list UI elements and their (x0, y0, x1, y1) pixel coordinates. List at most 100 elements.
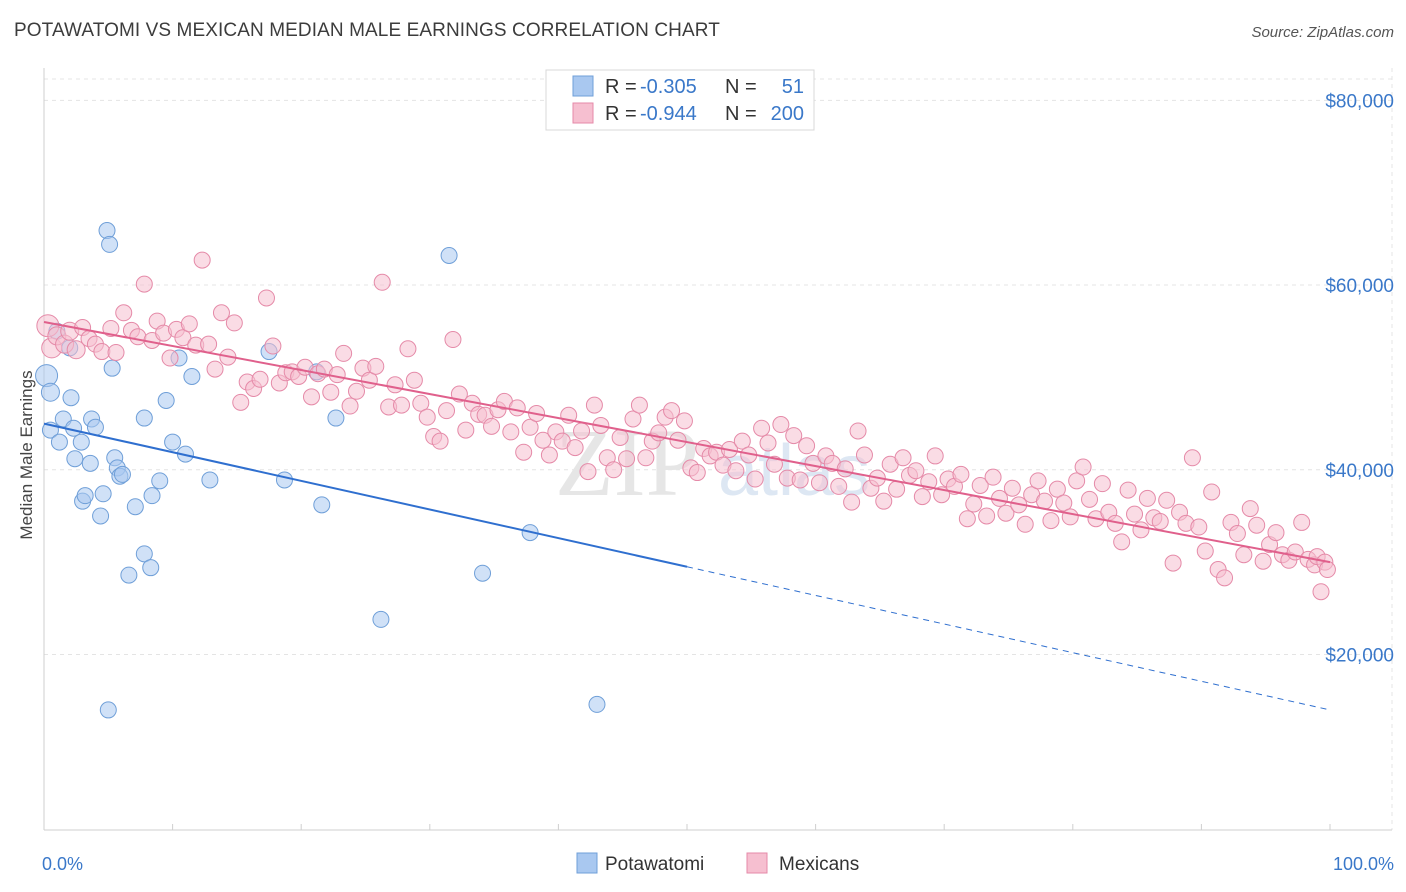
mexicans-point-171 (1138, 489, 1156, 507)
legend-swatch-1 (572, 102, 594, 124)
bottom-legend: Potawatomi Mexicans (576, 852, 859, 875)
mexicans-point-142 (952, 465, 970, 483)
mexicans-point-179 (1190, 518, 1208, 536)
legend-r-label-0: R = (605, 76, 637, 98)
mexicans-point-30 (232, 393, 250, 411)
mexicans-point-152 (1016, 515, 1034, 533)
potawatomi-point-0 (35, 364, 59, 388)
mexicans-point-56 (399, 340, 417, 358)
mexicans-point-107 (727, 462, 745, 480)
mexicans-point-124 (836, 460, 854, 478)
grid-lines (44, 68, 1393, 830)
mexicans-point-65 (457, 421, 475, 439)
mexicans-point-108 (733, 432, 751, 450)
mexicans-point-34 (257, 289, 275, 307)
potawatomi-point-44 (372, 610, 390, 628)
mexicans-point-147 (984, 468, 1002, 486)
mexicans-point-160 (1068, 472, 1086, 490)
potawatomi-point-43 (327, 409, 345, 427)
chart-title: POTAWATOMI VS MEXICAN MEDIAN MALE EARNIN… (14, 20, 720, 41)
mexicans-point-127 (855, 446, 873, 464)
mexicans-point-33 (251, 370, 269, 388)
mexicans-point-9 (93, 343, 111, 361)
mexicans-point-135 (907, 462, 925, 480)
mexicans-point-69 (483, 417, 501, 435)
potawatomi-point-20 (101, 235, 119, 253)
mexicans-point-97 (663, 402, 681, 420)
potawatomi-point-37 (183, 367, 201, 385)
mexicans-point-123 (830, 477, 848, 495)
potawatomi-point-13 (81, 454, 99, 472)
mexicans-point-130 (875, 492, 893, 510)
mexicans-point-118 (798, 437, 816, 455)
mexicans-point-78 (540, 446, 558, 464)
mexicans-point-51 (367, 357, 385, 375)
mexicans-point-12 (115, 304, 133, 322)
source-label: Source: ZipAtlas.com (1251, 24, 1394, 41)
mexicans-point-154 (1029, 472, 1047, 490)
potawatomi-point-29 (135, 545, 153, 563)
potawatomi-point-33 (157, 392, 175, 410)
potawatomi-point-7 (62, 389, 80, 407)
y-tick-label-3: $80,000 (1325, 91, 1394, 112)
mexicans-point-158 (1055, 494, 1073, 512)
mexicans-point-117 (791, 471, 809, 489)
potawatomi-point-1 (40, 382, 60, 402)
mexicans-point-178 (1183, 449, 1201, 467)
mexicans-point-185 (1228, 525, 1246, 543)
legend-r-label-1: R = (605, 103, 637, 125)
bottom-legend-label-0: Potawatomi (605, 854, 704, 875)
mexicans-point-25 (200, 335, 218, 353)
mexicans-point-5 (66, 340, 86, 360)
mexicans-point-73 (508, 399, 526, 417)
mexicans-point-48 (347, 382, 365, 400)
mexicans-point-181 (1203, 483, 1221, 501)
potawatomi-point-42 (313, 496, 331, 514)
legend-r-value-1: -0.944 (640, 103, 697, 125)
mexicans-points (36, 251, 1336, 601)
mexicans-point-112 (759, 434, 777, 452)
mexicans-point-174 (1158, 491, 1176, 509)
potawatomi-point-10 (72, 433, 90, 451)
mexicans-point-19 (161, 349, 179, 367)
mexicans-point-180 (1196, 542, 1214, 560)
mexicans-point-44 (322, 383, 340, 401)
mexicans-point-45 (328, 366, 346, 384)
y-tick-labels: $20,000 $40,000 $60,000 $80,000 (1325, 91, 1394, 666)
mexicans-point-120 (810, 474, 828, 492)
mexicans-point-157 (1048, 480, 1066, 498)
mexicans-point-74 (515, 443, 533, 461)
mexicans-point-169 (1126, 505, 1144, 523)
mexicans-point-188 (1248, 516, 1266, 534)
bottom-legend-swatch-1 (746, 852, 768, 874)
mexicans-point-72 (502, 423, 520, 441)
potawatomi-point-17 (94, 485, 112, 503)
mexicans-point-146 (978, 507, 996, 525)
mexicans-point-187 (1241, 500, 1259, 518)
x-tick-label-1: 100.0% (1333, 854, 1394, 874)
y-tick-label-1: $40,000 (1325, 461, 1394, 482)
mexicans-point-189 (1254, 552, 1272, 570)
mexicans-point-99 (675, 412, 693, 430)
mexicans-point-173 (1151, 513, 1169, 531)
mexicans-point-21 (174, 329, 192, 347)
potawatomi-point-48 (588, 695, 606, 713)
mexicans-point-150 (1003, 479, 1021, 497)
mexicans-point-91 (624, 410, 642, 428)
legend-swatch-0 (572, 75, 594, 97)
legend-n-label-0: N = (725, 76, 757, 98)
mexicans-point-29 (225, 314, 243, 332)
mexicans-point-22 (180, 315, 198, 333)
potawatomi-point-21 (103, 359, 121, 377)
mexicans-point-92 (630, 396, 648, 414)
mexicans-point-27 (212, 304, 230, 322)
mexicans-point-201 (1318, 561, 1336, 579)
potawatomi-trendline-extension (686, 566, 1331, 711)
mexicans-point-46 (335, 344, 353, 362)
mexicans-point-59 (418, 408, 436, 426)
mexicans-point-175 (1164, 554, 1182, 572)
mexicans-point-167 (1113, 533, 1131, 551)
potawatomi-point-38 (201, 471, 219, 489)
mexicans-point-161 (1074, 458, 1092, 476)
potawatomi-point-28 (135, 409, 153, 427)
